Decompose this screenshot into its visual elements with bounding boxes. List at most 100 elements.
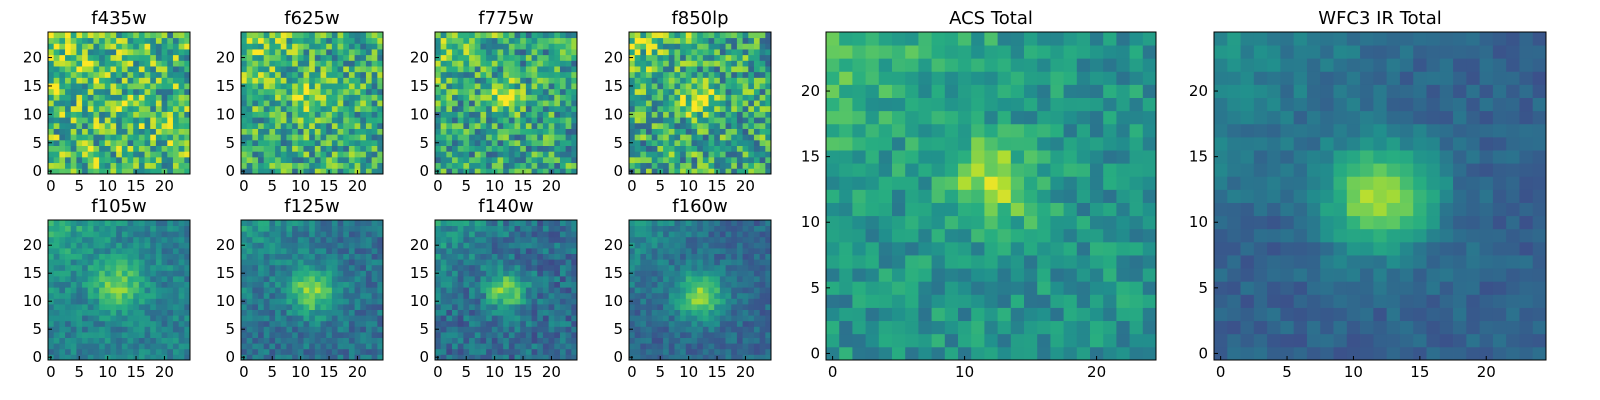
heatmap-cell: [53, 320, 60, 327]
heatmap-cell: [70, 60, 77, 67]
heatmap-cell: [127, 156, 134, 164]
panel-title: f140w: [478, 196, 533, 217]
heatmap-cell: [714, 348, 721, 355]
heatmap-cell: [702, 162, 709, 169]
heatmap-cell: [565, 270, 572, 277]
heatmap-cell: [469, 292, 476, 299]
heatmap-cell: [548, 122, 555, 129]
heatmap-cell: [480, 348, 487, 355]
heatmap-cell: [377, 139, 384, 146]
heatmap-cell: [542, 253, 549, 260]
heatmap-cell: [753, 128, 761, 135]
heatmap-cell: [702, 281, 709, 288]
heatmap-cell: [76, 253, 83, 260]
heatmap-cell: [155, 117, 162, 124]
heatmap-cell: [629, 304, 636, 310]
heatmap-cell: [331, 264, 338, 271]
heatmap-cell: [87, 128, 94, 135]
heatmap-cell: [446, 270, 453, 277]
heatmap-cell: [297, 128, 304, 135]
heatmap-cell: [719, 315, 726, 322]
heatmap-cell: [116, 253, 123, 260]
heatmap-cell: [172, 145, 180, 152]
heatmap-cell: [508, 326, 515, 333]
heatmap-cell: [480, 43, 487, 50]
heatmap-cell: [155, 298, 162, 305]
heatmap-cell: [640, 326, 647, 333]
heatmap-cell: [548, 83, 555, 90]
heatmap-cell: [554, 225, 561, 232]
heatmap-cell: [104, 242, 111, 249]
heatmap-cell: [674, 156, 681, 164]
heatmap-cell: [309, 117, 316, 124]
heatmap-cell: [697, 309, 704, 316]
heatmap-cell: [646, 309, 653, 316]
heatmap-cell: [736, 151, 743, 158]
heatmap-cell: [354, 220, 361, 226]
heatmap-cell: [663, 315, 670, 322]
heatmap-cell: [753, 315, 761, 322]
heatmap-cell: [514, 122, 521, 129]
heatmap-cell: [320, 43, 327, 50]
heatmap-cell: [343, 298, 350, 305]
heatmap-cell: [548, 134, 555, 141]
heatmap-cell: [452, 292, 459, 299]
heatmap-cell: [354, 32, 361, 39]
heatmap-cell: [525, 231, 532, 238]
heatmap-cell: [634, 151, 641, 158]
heatmap-cell: [469, 287, 476, 294]
heatmap-cell: [241, 309, 248, 316]
heatmap-cell: [542, 292, 549, 299]
heatmap-cell: [93, 326, 100, 333]
heatmap-cell: [503, 337, 510, 344]
heatmap-cell: [241, 134, 248, 141]
heatmap-cell: [565, 326, 572, 333]
heatmap-cell: [452, 168, 459, 175]
heatmap-cell: [640, 292, 647, 299]
heatmap-cell: [53, 292, 60, 299]
heatmap-cell: [377, 304, 384, 310]
heatmap-cell: [719, 94, 726, 101]
heatmap-cell: [337, 264, 344, 271]
heatmap-cell: [531, 151, 538, 158]
heatmap-cell: [76, 94, 83, 101]
heatmap-cell: [452, 49, 459, 56]
heatmap-cell: [184, 43, 191, 50]
heatmap-cell: [326, 100, 333, 107]
heatmap-cell: [161, 309, 168, 316]
heatmap-cell: [53, 128, 60, 135]
heatmap-cell: [765, 315, 772, 322]
heatmap-cell: [275, 105, 282, 112]
heatmap-cell: [303, 162, 310, 169]
heatmap-cell: [150, 253, 157, 260]
heatmap-cell: [731, 94, 738, 101]
heatmap-cell: [469, 100, 476, 107]
heatmap-cell: [76, 37, 83, 44]
heatmap-cell: [657, 162, 664, 169]
heatmap-cell: [554, 43, 561, 50]
heatmap-cell: [634, 111, 641, 118]
heatmap-cell: [121, 326, 128, 333]
heatmap-cell: [480, 309, 487, 316]
heatmap-cell: [303, 122, 310, 129]
heatmap-cell: [520, 276, 527, 282]
heatmap-cell: [99, 66, 106, 73]
heatmap-cell: [571, 315, 578, 322]
heatmap-cell: [337, 281, 344, 288]
heatmap-cell: [263, 162, 270, 169]
heatmap-cell: [537, 337, 544, 344]
heatmap-cell: [246, 94, 253, 101]
heatmap-cell: [377, 309, 384, 316]
heatmap-cell: [110, 122, 117, 129]
heatmap-cell: [731, 292, 738, 299]
heatmap-cell: [70, 348, 77, 355]
heatmap-cell: [167, 134, 174, 141]
heatmap-cell: [263, 151, 270, 158]
heatmap-cell: [657, 270, 664, 277]
heatmap-cell: [269, 253, 276, 260]
heatmap-cell: [685, 348, 692, 355]
heatmap-cell: [360, 49, 367, 56]
heatmap-cell: [331, 309, 338, 316]
heatmap-cell: [252, 66, 259, 73]
heatmap-cell: [99, 111, 106, 118]
